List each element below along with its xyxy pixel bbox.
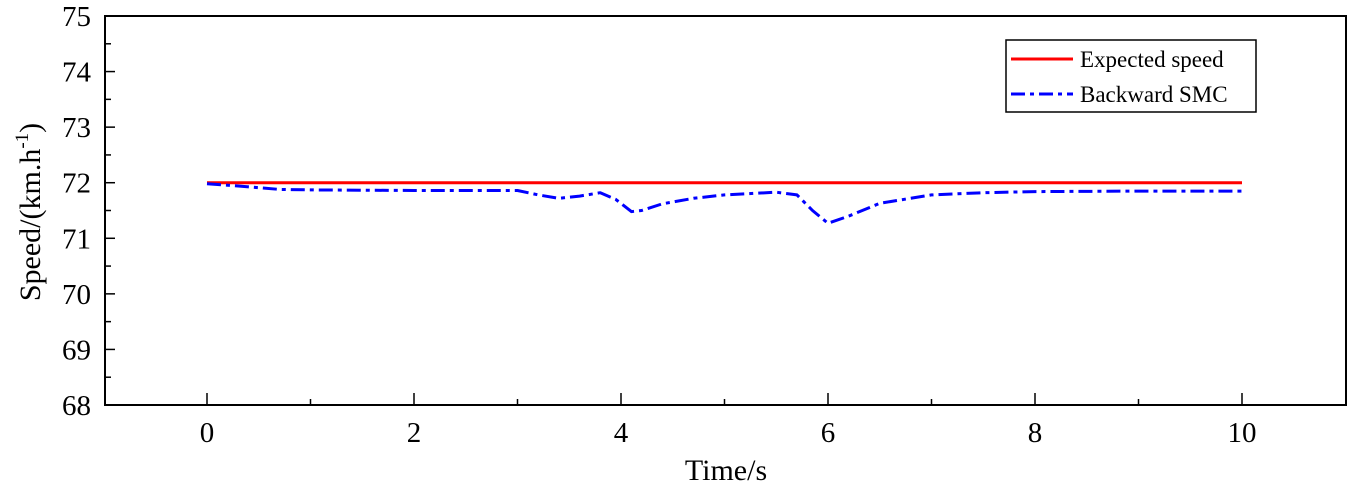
- legend: Expected speed Backward SMC: [1005, 39, 1257, 113]
- legend-box: [1005, 39, 1257, 113]
- y-tick-label: 74: [62, 57, 92, 89]
- y-tick-label: 73: [62, 112, 91, 144]
- y-tick-label: 75: [62, 1, 91, 33]
- series-line-backward-smc: [206, 182, 1242, 225]
- legend-label-expected-speed: Expected speed: [1080, 47, 1224, 72]
- y-tick-label: 68: [62, 390, 91, 422]
- y-tick-label: 71: [62, 223, 91, 255]
- y-tick-label: 69: [62, 334, 91, 366]
- x-tick-label: 8: [1028, 417, 1043, 449]
- x-tick-label: 4: [614, 417, 629, 449]
- x-axis-title: Time/s: [685, 454, 767, 486]
- series-layer: [206, 181, 1242, 225]
- x-tick-label: 6: [821, 417, 836, 449]
- y-axis-title: Speed/(km.h-1): [12, 123, 47, 301]
- y-axis-title-group: Speed/(km.h-1): [12, 123, 47, 301]
- legend-label-backward-smc: Backward SMC: [1080, 82, 1228, 107]
- x-tick-label: 0: [200, 417, 215, 449]
- x-tick-label: 10: [1228, 417, 1257, 449]
- y-axis: 68 69 70 71 72 73 74 75: [62, 1, 115, 422]
- y-tick-label: 70: [62, 279, 91, 311]
- x-tick-label: 2: [407, 417, 422, 449]
- x-axis: 0 2 4 6 8 10: [200, 393, 1257, 449]
- y-tick-label: 72: [62, 168, 91, 200]
